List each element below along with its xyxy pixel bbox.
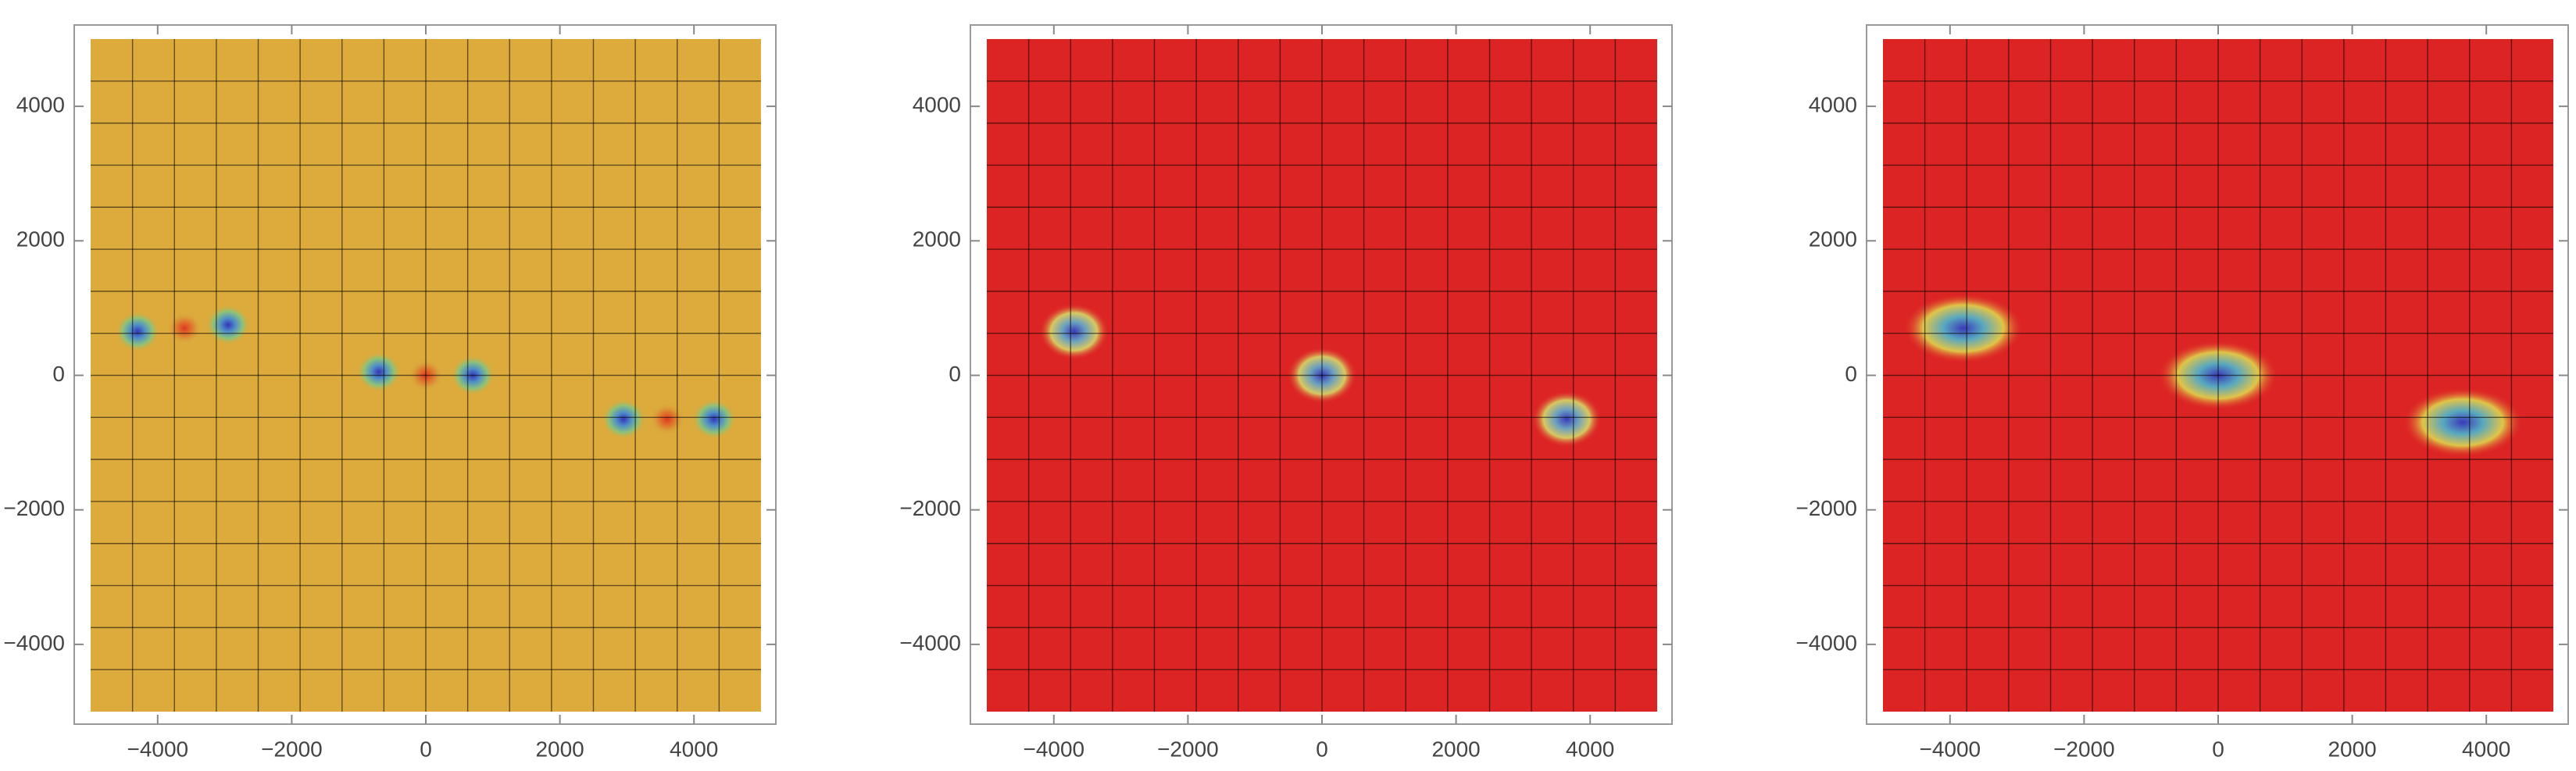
density-peak — [1038, 303, 1109, 360]
x-tick-label: 2000 — [2328, 737, 2376, 761]
density-peak — [205, 305, 251, 345]
x-tick-label: −2000 — [1157, 737, 1219, 761]
density-peak — [691, 398, 737, 440]
plot-area — [1883, 39, 2553, 712]
plot-area — [91, 39, 761, 712]
panel: −4000 −2000 0 2000 4000 −4000 −2000 0 2000 4000 — [1795, 24, 2569, 761]
y-tick-label: −4000 — [3, 630, 65, 655]
x-tick-label: −2000 — [2053, 737, 2115, 761]
x-tick-label: 4000 — [670, 737, 718, 761]
x-tick-label: 4000 — [1566, 737, 1614, 761]
x-tick-label: −4000 — [127, 737, 188, 761]
y-tick-label: 2000 — [913, 227, 961, 252]
x-tick-label: 4000 — [2462, 737, 2510, 761]
y-tick-label: 4000 — [1809, 92, 1857, 116]
x-tick-label: 2000 — [1431, 737, 1480, 761]
density-peak — [1903, 293, 2024, 364]
density-peak — [356, 352, 402, 393]
panel: −4000 −2000 0 2000 4000 −4000 −2000 0 2000 4000 — [3, 24, 777, 761]
y-tick-label: 0 — [52, 362, 65, 386]
plot-area — [987, 39, 1657, 712]
x-tick-label: −2000 — [261, 737, 323, 761]
x-tick-label: 0 — [1316, 737, 1328, 761]
y-tick-label: −2000 — [1795, 496, 1857, 520]
y-tick-label: 2000 — [1809, 227, 1857, 252]
x-tick-label: −4000 — [1919, 737, 1981, 761]
y-tick-label: 4000 — [16, 92, 65, 116]
y-tick-label: 0 — [949, 362, 961, 386]
density-peak — [166, 312, 202, 344]
y-tick-label: −4000 — [1795, 630, 1857, 655]
y-tick-label: 0 — [1845, 362, 1857, 386]
density-peak — [1531, 391, 1602, 448]
y-tick-label: −2000 — [3, 496, 65, 520]
density-peak — [601, 398, 646, 440]
density-peak — [2402, 387, 2524, 458]
density-peak — [649, 402, 685, 436]
panel: −4000 −2000 0 2000 4000 −4000 −2000 0 2000 4000 — [899, 24, 1673, 761]
y-tick-label: −2000 — [899, 496, 961, 520]
x-tick-label: −4000 — [1023, 737, 1084, 761]
y-tick-label: −4000 — [899, 630, 961, 655]
x-tick-label: 0 — [2212, 737, 2224, 761]
y-tick-label: 4000 — [913, 92, 961, 116]
density-peak — [115, 311, 160, 352]
x-tick-label: 0 — [420, 737, 432, 761]
y-tick-label: 2000 — [16, 227, 65, 252]
x-tick-label: 2000 — [535, 737, 584, 761]
